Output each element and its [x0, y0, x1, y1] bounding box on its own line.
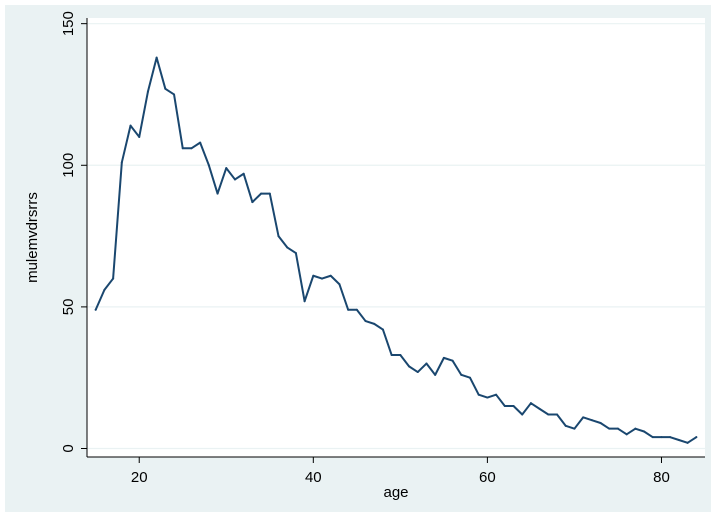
y-axis-label: mulemvdrsrrs	[24, 192, 41, 283]
data-point	[277, 235, 280, 238]
data-point	[660, 436, 663, 439]
data-point	[451, 359, 454, 362]
x-axis-label: age	[383, 484, 408, 501]
data-point	[512, 405, 515, 408]
data-point	[573, 427, 576, 430]
data-point	[616, 427, 619, 430]
y-tick-label: 50	[60, 299, 77, 316]
data-point	[233, 178, 236, 181]
data-point	[120, 161, 123, 164]
data-point	[399, 354, 402, 357]
data-point	[294, 252, 297, 255]
data-point	[216, 192, 219, 195]
data-point	[190, 147, 193, 150]
data-point	[651, 436, 654, 439]
y-tick-label: 0	[60, 444, 77, 452]
data-point	[434, 373, 437, 376]
data-point	[347, 308, 350, 311]
data-point	[94, 308, 97, 311]
data-point	[242, 172, 245, 175]
data-point	[173, 93, 176, 96]
x-tick-label: 40	[305, 469, 322, 486]
data-point	[538, 407, 541, 410]
data-point	[556, 413, 559, 416]
data-point	[268, 192, 271, 195]
data-point	[164, 87, 167, 90]
data-point	[634, 427, 637, 430]
data-point	[225, 167, 228, 170]
data-point	[181, 147, 184, 150]
data-point	[112, 277, 115, 280]
y-tick-label: 150	[60, 11, 77, 36]
data-point	[329, 274, 332, 277]
data-point	[582, 416, 585, 419]
data-point	[199, 141, 202, 144]
data-point	[373, 322, 376, 325]
grid-lines	[87, 23, 705, 450]
data-point	[677, 439, 680, 442]
data-point	[590, 419, 593, 422]
data-point	[390, 354, 393, 357]
data-point	[564, 424, 567, 427]
data-point	[355, 308, 358, 311]
y-tick-label: 100	[60, 153, 77, 178]
data-point	[364, 320, 367, 323]
data-point	[425, 362, 428, 365]
data-point	[129, 124, 132, 127]
data-point	[486, 396, 489, 399]
axes: 0 50 100 150 20 40 60 80	[60, 11, 705, 486]
series-layer	[94, 56, 698, 444]
x-tick-label: 60	[479, 469, 496, 486]
data-point	[547, 413, 550, 416]
data-point	[207, 164, 210, 167]
x-tick-label: 20	[131, 469, 148, 486]
data-point	[155, 56, 158, 59]
data-point	[521, 413, 524, 416]
data-point	[669, 436, 672, 439]
data-point	[321, 277, 324, 280]
plot-area	[87, 18, 705, 457]
data-point	[138, 135, 141, 138]
data-point	[608, 427, 611, 430]
data-point	[599, 422, 602, 425]
data-point	[695, 436, 698, 439]
data-point	[260, 192, 263, 195]
data-point	[312, 274, 315, 277]
data-point	[495, 393, 498, 396]
data-point	[251, 201, 254, 204]
data-point	[103, 288, 106, 291]
data-point	[442, 356, 445, 359]
data-point	[625, 433, 628, 436]
data-point	[529, 402, 532, 405]
data-point	[416, 371, 419, 374]
data-point	[303, 300, 306, 303]
data-point	[460, 373, 463, 376]
data-point	[381, 328, 384, 331]
data-point	[686, 441, 689, 444]
series-line	[94, 56, 698, 444]
data-point	[146, 90, 149, 93]
data-point	[408, 365, 411, 368]
data-point	[643, 430, 646, 433]
data-point	[503, 405, 506, 408]
data-point	[286, 246, 289, 249]
data-point	[338, 283, 341, 286]
data-point	[477, 393, 480, 396]
x-tick-label: 80	[653, 469, 670, 486]
data-point	[468, 376, 471, 379]
